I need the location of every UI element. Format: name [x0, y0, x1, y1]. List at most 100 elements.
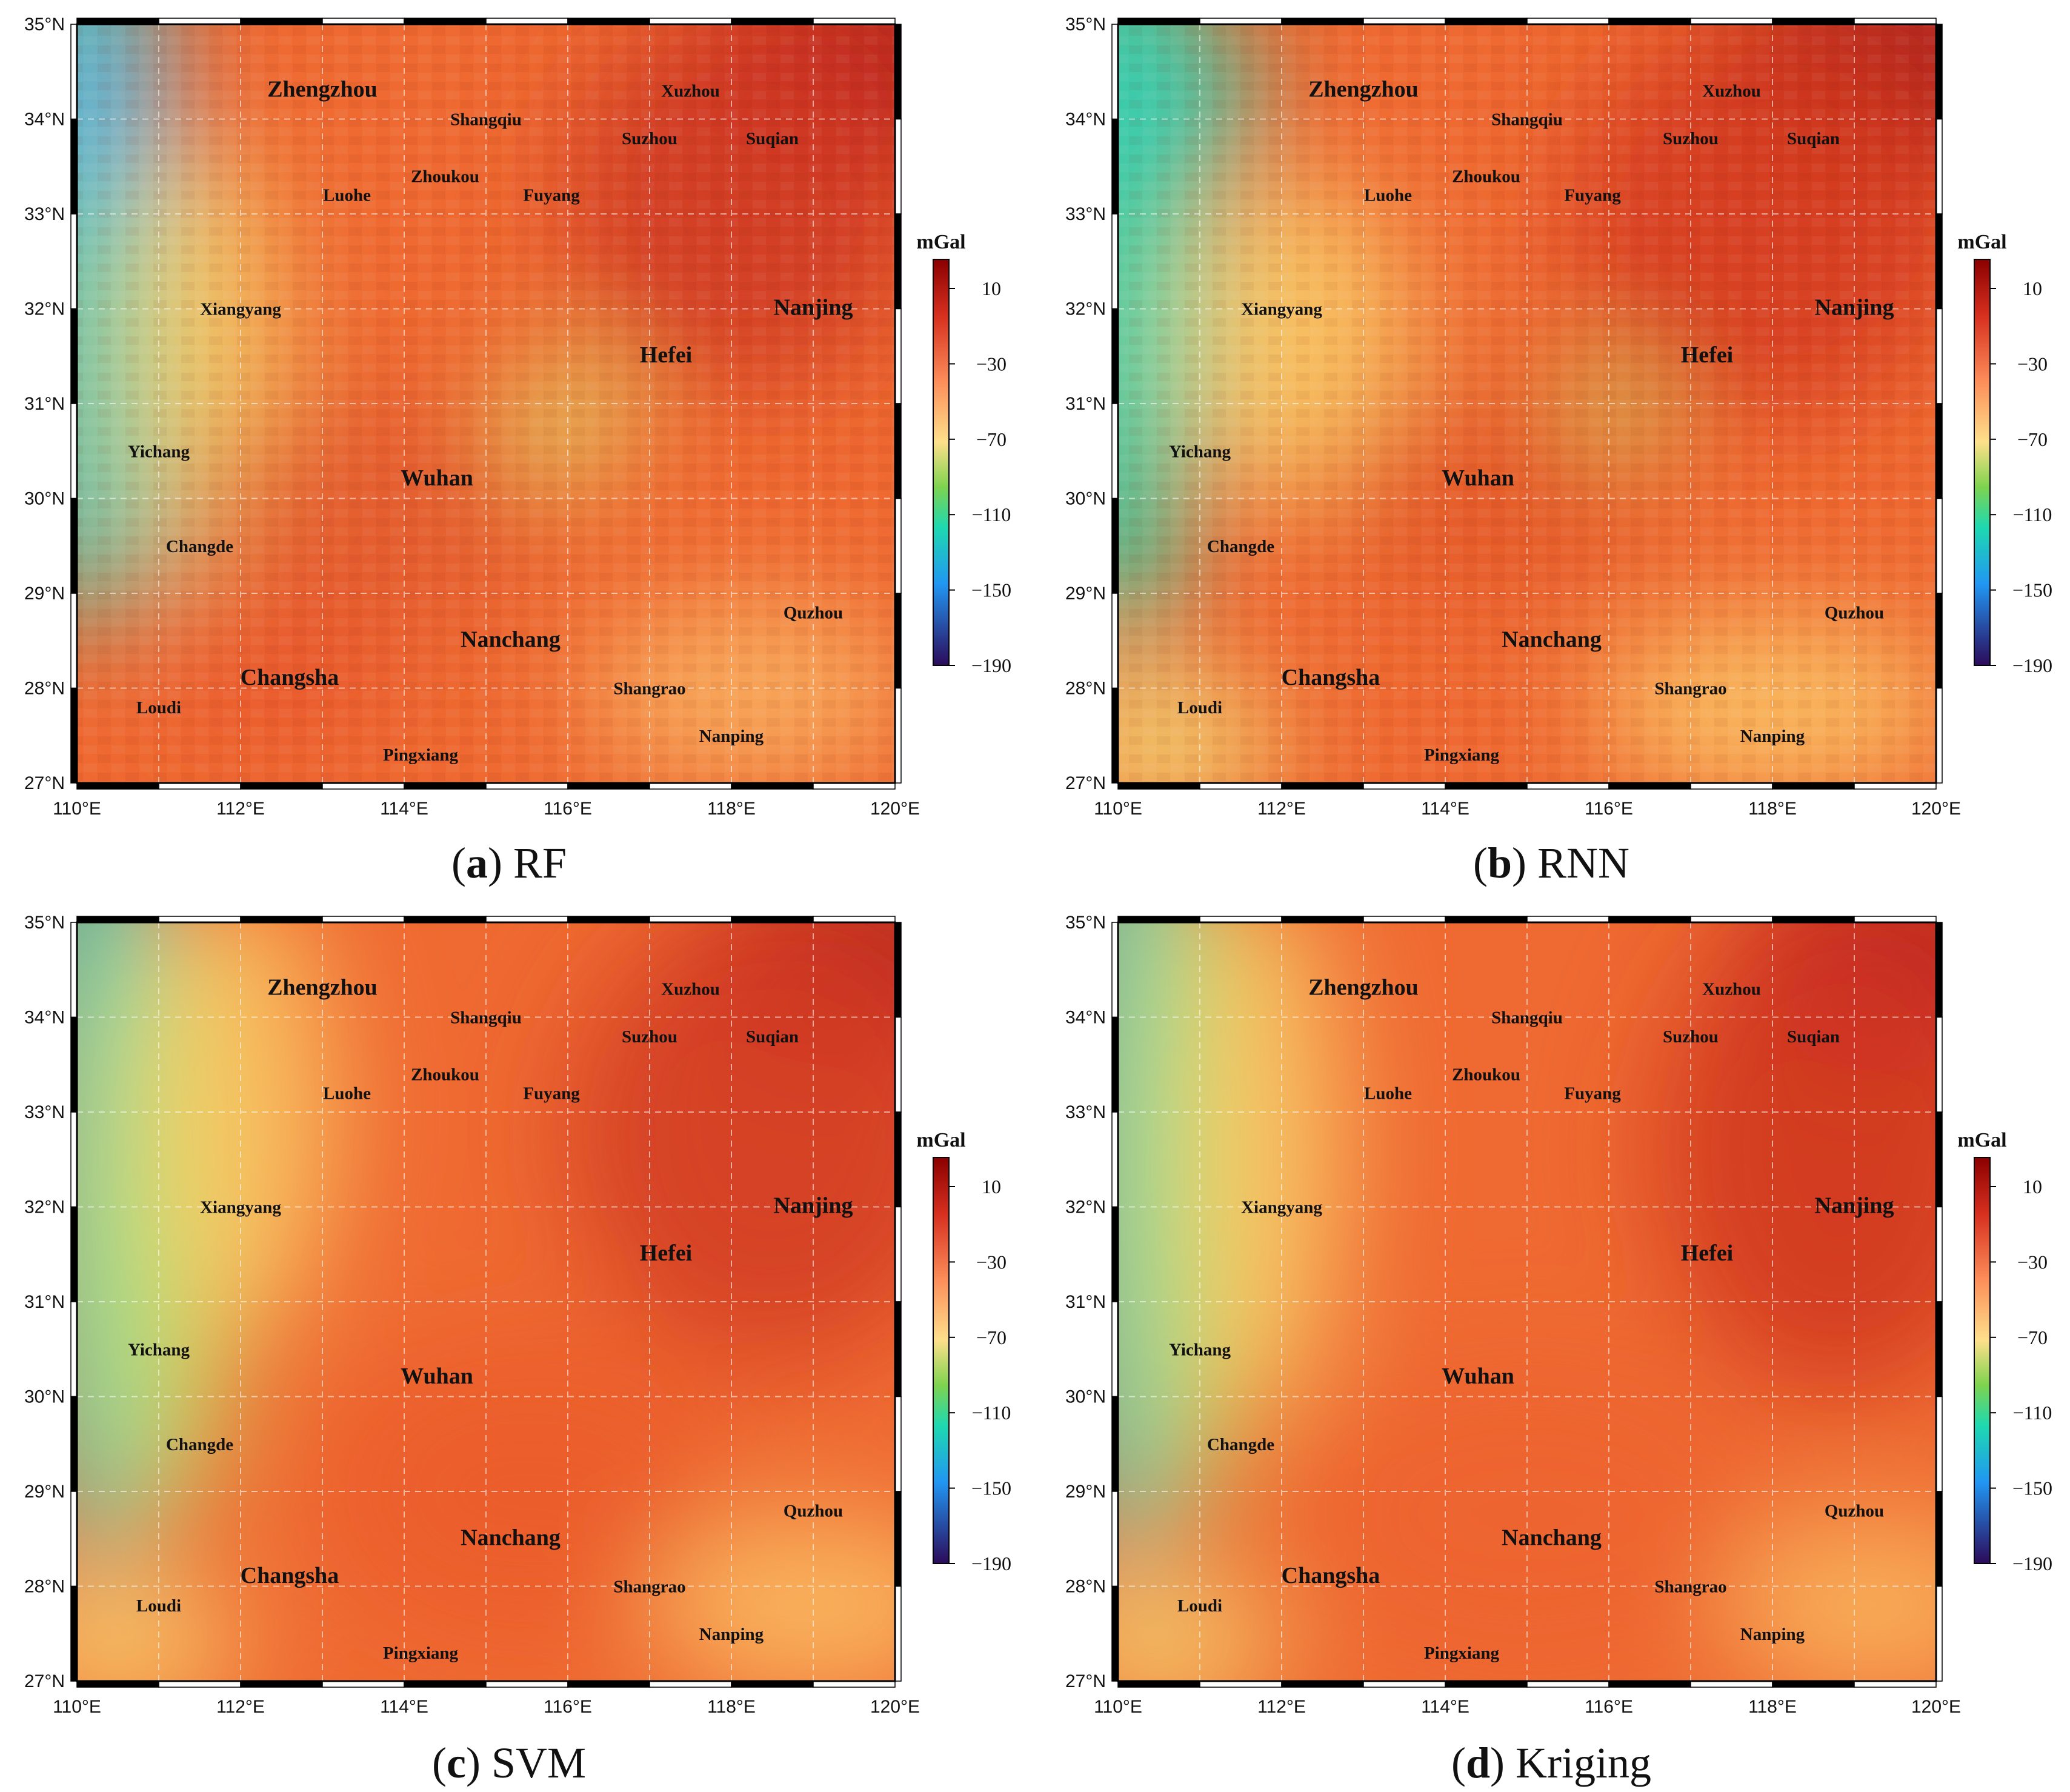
city-label-xiangyang: Xiangyang: [1241, 1198, 1322, 1217]
lat-tick-label: 35°N: [24, 15, 65, 35]
city-label-changsha: Changsha: [241, 665, 339, 690]
lat-tick-label: 34°N: [1065, 1008, 1106, 1028]
city-label-wuhan: Wuhan: [401, 1364, 473, 1389]
city-label-shangqiu: Shangqiu: [450, 110, 522, 130]
lat-tick-label: 30°N: [24, 1387, 65, 1407]
colorbar-tick-label: −110: [972, 1402, 1011, 1424]
colorbar-scale: [933, 1157, 950, 1564]
lat-tick-label: 28°N: [24, 679, 65, 699]
colorbar-scale: [933, 259, 950, 666]
lat-tick-label: 33°N: [1065, 204, 1106, 224]
colorbar-tick-label: −110: [972, 504, 1011, 525]
lon-tick-label: 110°E: [53, 1697, 101, 1717]
colorbar-unit: mGal: [916, 231, 965, 253]
colorbar-tick-label: 10: [2023, 278, 2042, 299]
anomaly-blob: [650, 1514, 895, 1681]
lon-tick-label: 114°E: [380, 799, 428, 819]
lon-tick-label: 112°E: [1257, 1697, 1306, 1717]
lon-tick-label: 116°E: [544, 1697, 592, 1717]
city-label-quzhou: Quzhou: [784, 603, 843, 622]
map-frame: [70, 18, 902, 790]
city-label-luohe: Luohe: [323, 1084, 371, 1104]
lat-tick-label: 35°N: [1065, 15, 1106, 35]
city-label-changde: Changde: [1207, 537, 1274, 556]
city-label-pingxiang: Pingxiang: [383, 745, 459, 765]
city-label-fuyang: Fuyang: [523, 186, 580, 205]
city-label-wuhan: Wuhan: [1442, 1364, 1514, 1389]
lat-tick-label: 31°N: [24, 394, 65, 414]
colorbar-tick-label: −190: [971, 1553, 1011, 1574]
lat-tick-label: 29°N: [1065, 1482, 1106, 1502]
colorbar-tick-label: −70: [2017, 428, 2048, 450]
panel-method: SVM: [491, 1739, 586, 1787]
panel-caption-d: (d) Kriging: [1451, 1739, 1651, 1787]
lat-tick-label: 33°N: [1065, 1102, 1106, 1122]
city-label-zhoukou: Zhoukou: [411, 1065, 479, 1084]
colorbar-tick-label: −190: [2012, 1553, 2052, 1574]
panel-letter: a: [465, 839, 488, 887]
colorbar-tick-label: −110: [2013, 504, 2052, 525]
colorbar: mGal 10 −30 −70 −110 −150 −190: [916, 1129, 1011, 1574]
city-label-nanchang: Nanchang: [461, 627, 561, 652]
city-label-loudi: Loudi: [1177, 698, 1222, 718]
city-label-yichang: Yichang: [1169, 1340, 1231, 1359]
city-label-loudi: Loudi: [136, 698, 181, 718]
colorbar-tick-label: −150: [971, 1477, 1011, 1499]
city-label-nanchang: Nanchang: [1502, 1525, 1602, 1550]
lat-tick-label: 32°N: [24, 299, 65, 319]
city-label-pingxiang: Pingxiang: [1424, 745, 1500, 765]
colorbar-tick-label: −30: [976, 353, 1007, 375]
lon-tick-label: 118°E: [707, 799, 756, 819]
colorbar-unit: mGal: [916, 1129, 965, 1151]
lat-tick-label: 31°N: [24, 1292, 65, 1312]
lon-tick-label: 114°E: [1421, 799, 1469, 819]
colorbar-unit: mGal: [1957, 1129, 2006, 1151]
city-label-luohe: Luohe: [1364, 186, 1412, 205]
city-label-changsha: Changsha: [1282, 665, 1380, 690]
lat-tick-label: 35°N: [1065, 913, 1106, 933]
graticule: [77, 24, 895, 783]
panel-method: Kriging: [1516, 1739, 1651, 1787]
colorbar-tick-label: 10: [982, 1176, 1001, 1197]
city-label-nanping: Nanping: [1740, 727, 1805, 746]
colorbar: mGal 10 −30 −70 −110 −150 −190: [1957, 1129, 2052, 1574]
map-panel-c: 110°E 112°E 114°E 116°E 118°E 120°E 27°N 28°N 29…: [24, 913, 1011, 1717]
colorbar-tick-label: −190: [2012, 655, 2052, 676]
city-label-hefei: Hefei: [640, 1241, 693, 1266]
city-label-hefei: Hefei: [640, 342, 693, 368]
map-frame: [1111, 18, 1943, 790]
lon-tick-label: 112°E: [1257, 799, 1306, 819]
lon-tick-label: 118°E: [707, 1697, 756, 1717]
city-label-zhengzhou: Zhengzhou: [1308, 77, 1419, 102]
map-panel-d: 110°E 112°E 114°E 116°E 118°E 120°E 27°N 28°N 29…: [1065, 913, 2052, 1717]
city-label-shangrao: Shangrao: [613, 679, 685, 699]
lon-tick-label: 120°E: [870, 799, 920, 819]
graticule: [77, 922, 895, 1681]
lat-tick-label: 30°N: [24, 489, 65, 509]
city-label-shangqiu: Shangqiu: [450, 1008, 522, 1028]
lat-tick-label: 29°N: [24, 1482, 65, 1502]
city-label-suzhou: Suzhou: [622, 129, 677, 148]
city-label-yichang: Yichang: [1169, 442, 1231, 461]
city-label-loudi: Loudi: [136, 1596, 181, 1616]
lon-tick-label: 120°E: [1911, 1697, 1961, 1717]
colorbar-tick-label: −70: [976, 1327, 1007, 1348]
city-label-quzhou: Quzhou: [1825, 1501, 1884, 1521]
city-label-suqian: Suqian: [746, 1027, 799, 1047]
city-label-shangqiu: Shangqiu: [1491, 1008, 1563, 1028]
city-label-shangqiu: Shangqiu: [1491, 110, 1563, 130]
lat-tick-label: 27°N: [24, 773, 65, 793]
city-label-nanjing: Nanjing: [1815, 1193, 1894, 1219]
city-label-wuhan: Wuhan: [1442, 465, 1514, 491]
lon-tick-label: 110°E: [1094, 799, 1142, 819]
anomaly-blob: [568, 922, 895, 1363]
lat-tick-label: 27°N: [1065, 773, 1106, 793]
colorbar-tick-label: −30: [2017, 353, 2048, 375]
lat-tick-label: 28°N: [1065, 679, 1106, 699]
city-label-xiangyang: Xiangyang: [1241, 300, 1322, 319]
city-label-quzhou: Quzhou: [1825, 603, 1884, 622]
lat-tick-label: 28°N: [1065, 1577, 1106, 1597]
city-label-nanjing: Nanjing: [774, 295, 853, 321]
lon-tick-label: 110°E: [1094, 1697, 1142, 1717]
